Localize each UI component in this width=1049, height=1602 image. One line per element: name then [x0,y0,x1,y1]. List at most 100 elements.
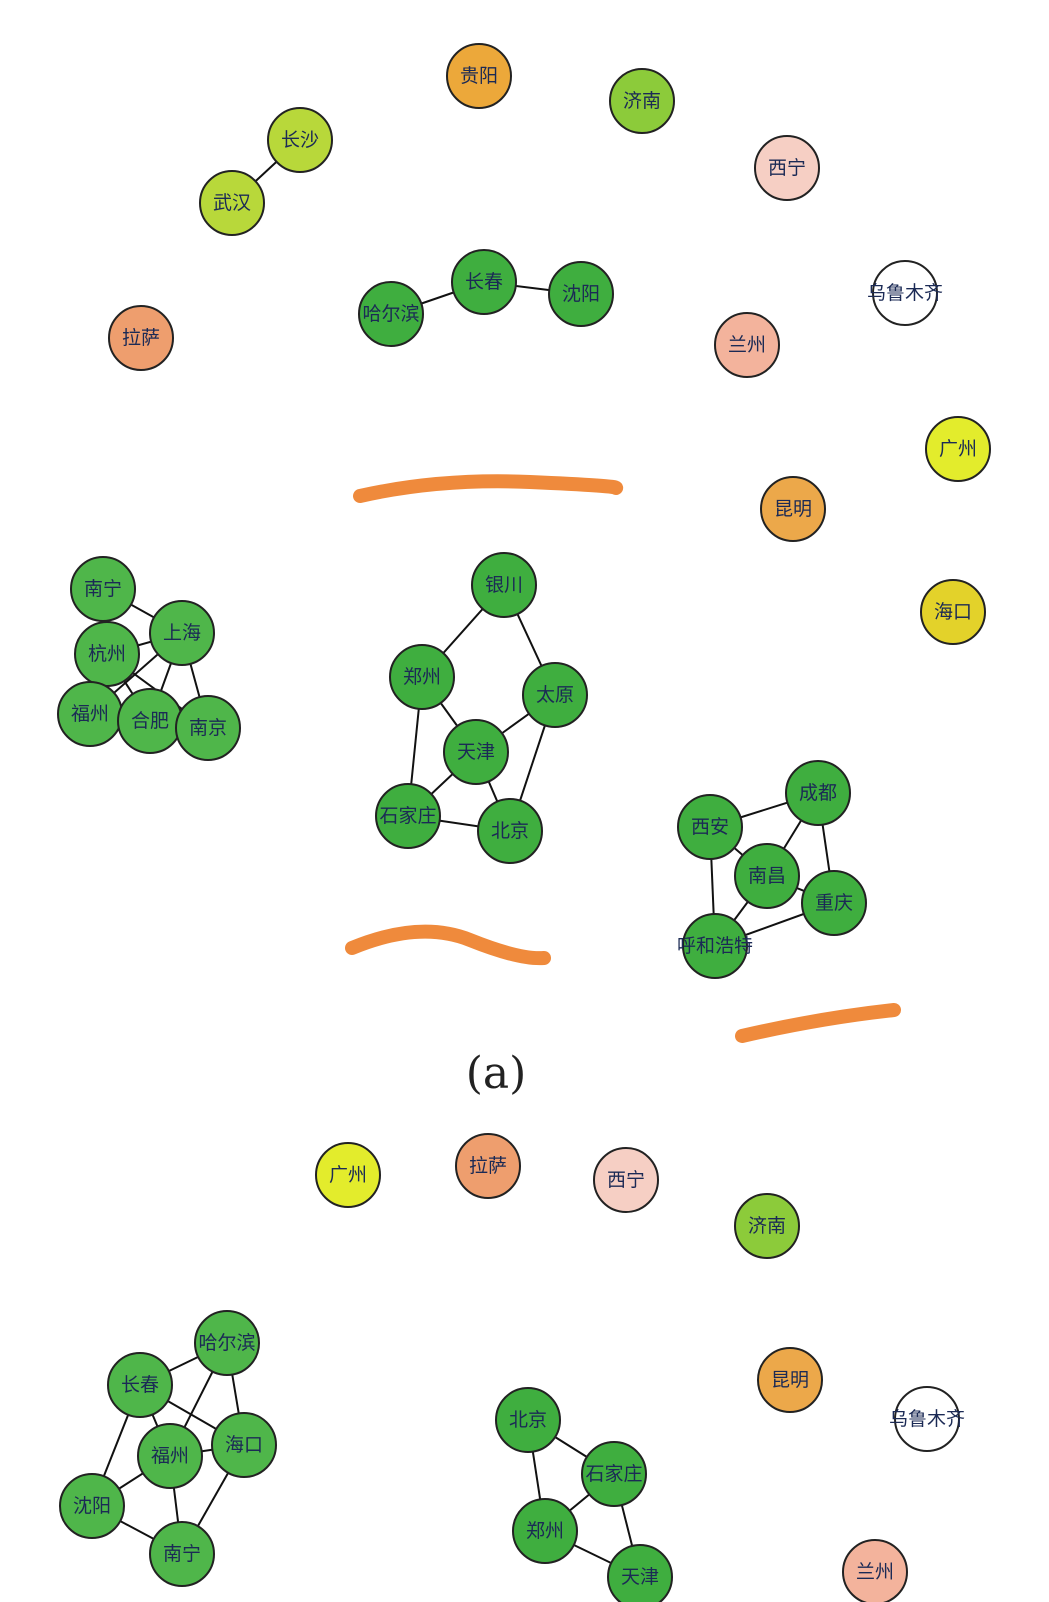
node-label: 福州 [151,1445,189,1467]
node: 成都 [785,760,851,826]
node-circle [108,305,174,371]
node-label: 成都 [799,782,837,804]
node-circle [677,794,743,860]
node-circle [920,579,986,645]
node-circle [107,1352,173,1418]
node-circle [495,1387,561,1453]
node: 西安 [677,794,743,860]
node-label: 银川 [485,574,523,596]
node: 广州 [315,1142,381,1208]
node-label: 呼和浩特 [677,935,753,957]
node: 呼和浩特 [677,913,753,979]
node-circle [593,1147,659,1213]
node-circle [609,68,675,134]
highlight-marks [345,474,901,1043]
node-label: 长春 [121,1374,159,1396]
node-label: 海口 [934,601,972,623]
orange-highlight-stroke-0 [353,474,624,503]
node-label: 武汉 [213,192,251,214]
node: 乌鲁木齐 [867,260,943,326]
node: 杭州 [74,621,140,687]
node-label: 太原 [536,684,574,706]
node-label: 合肥 [131,710,169,732]
orange-highlight-stroke-1 [345,924,551,966]
node-label: 兰州 [856,1561,894,1583]
node-label: 沈阳 [562,283,600,305]
node: 哈尔滨 [358,281,424,347]
node: 石家庄 [375,783,441,849]
node-circle [149,600,215,666]
node-circle [734,1193,800,1259]
node-label: 福州 [71,703,109,725]
node-circle [59,1473,125,1539]
node-circle [785,760,851,826]
node-label: 昆明 [774,498,812,520]
node: 重庆 [801,870,867,936]
orange-highlight-stroke-2 [735,1003,901,1043]
node-circle [734,843,800,909]
node: 乌鲁木齐 [889,1386,965,1452]
node-circle [760,476,826,542]
node: 南宁 [149,1521,215,1587]
node: 郑州 [389,644,455,710]
node-label: 乌鲁木齐 [889,1408,965,1430]
node: 拉萨 [455,1133,521,1199]
node-label: 济南 [748,1215,786,1237]
node: 南宁 [70,556,136,622]
node-label: 昆明 [771,1369,809,1391]
node: 哈尔滨 [194,1310,260,1376]
node: 济南 [609,68,675,134]
node-label: 北京 [509,1409,547,1431]
node-circle [443,719,509,785]
node-circle [801,870,867,936]
node-circle [512,1498,578,1564]
node-label: 贵阳 [460,65,498,87]
node-label: 西宁 [768,157,806,179]
node-circle [682,913,748,979]
node-circle [446,43,512,109]
node: 合肥 [117,688,183,754]
node-circle [522,662,588,728]
node-circle [70,556,136,622]
node: 长沙 [267,107,333,173]
node-circle [607,1544,673,1602]
node-circle [389,644,455,710]
node: 南昌 [734,843,800,909]
node-label: 西宁 [607,1169,645,1191]
node-label: 乌鲁木齐 [867,282,943,304]
node-circle [925,416,991,482]
node-label: 石家庄 [379,805,436,827]
node-circle [872,260,938,326]
node: 昆明 [757,1347,823,1413]
node: 西宁 [754,135,820,201]
node-label: 沈阳 [73,1495,111,1517]
node-label: 广州 [329,1164,367,1186]
node: 北京 [495,1387,561,1453]
node-circle [267,107,333,173]
node-label: 济南 [623,90,661,112]
node-label: 西安 [691,816,729,838]
node-label: 郑州 [526,1520,564,1542]
node-label: 兰州 [728,334,766,356]
node: 长春 [451,249,517,315]
node: 南京 [175,695,241,761]
node-label: 北京 [491,820,529,842]
node-label: 哈尔滨 [362,303,419,325]
node-circle [175,695,241,761]
node-circle [315,1142,381,1208]
node-circle [471,552,537,618]
node: 兰州 [714,312,780,378]
node-circle [757,1347,823,1413]
node-label: 长沙 [281,129,319,151]
node-circle [375,783,441,849]
panel-a-network: 贵阳济南长沙武汉 西宁哈尔滨 长春沈阳 乌鲁木齐拉萨 兰州广州昆明海口 南宁上海杭州福州合… [57,43,991,979]
node-circle [548,261,614,327]
node: 西宁 [593,1147,659,1213]
node: 天津 [443,719,509,785]
node-circle [194,1310,260,1376]
node-circle [358,281,424,347]
node: 北京 [477,798,543,864]
node-label: 海口 [225,1434,263,1456]
